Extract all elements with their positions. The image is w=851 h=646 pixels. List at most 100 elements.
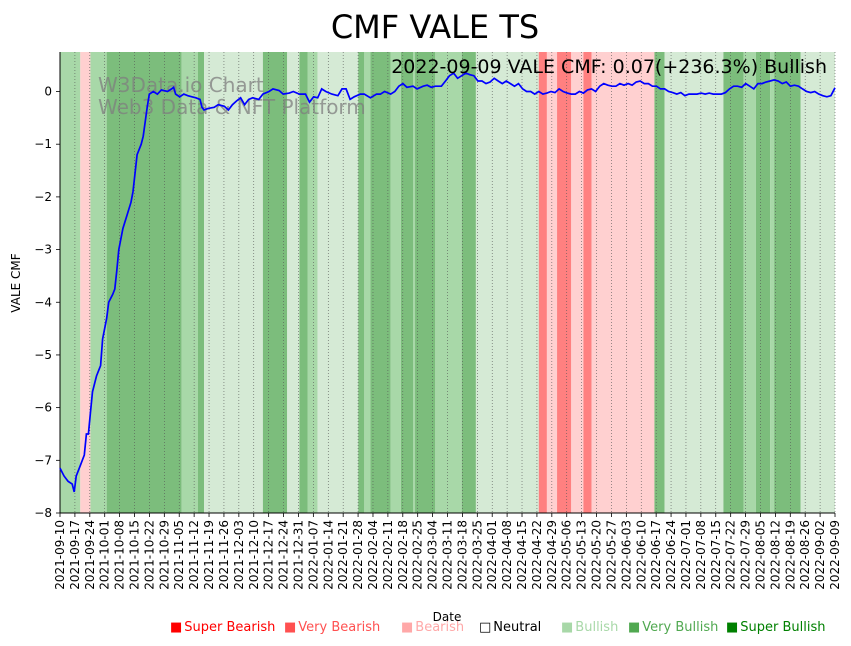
band-very-bullish-16 [400,52,414,513]
x-tick-label: 2021-09-17 [68,520,82,590]
x-tick-label: 2021-09-24 [83,520,97,590]
band-bullish-15 [390,52,401,513]
band-bullish-33 [770,52,775,513]
band-bullish-4 [181,52,198,513]
band-neutral-8 [287,52,300,513]
x-tick-label: 2021-11-19 [202,520,216,590]
band-neutral-11 [317,52,359,513]
legend: ■ Super Bearish ■ Very Bearish ■ Bearish □ N… [170,620,841,640]
legend-swatch-super-bearish: ■ [170,620,183,635]
x-axis-label: Date [433,610,462,624]
x-tick-label: 2021-10-29 [157,520,171,590]
x-tick-label: 2022-05-06 [560,520,574,590]
x-tick-label: 2022-02-18 [396,520,410,590]
x-tick-label: 2022-03-18 [455,520,469,590]
x-tick-label: 2022-04-01 [485,520,499,590]
legend-swatch-very-bearish: ■ [284,620,297,635]
legend-label-neutral: Neutral [493,620,542,635]
band-very-bullish-28 [654,52,665,513]
legend-item-super-bearish: ■ Super Bearish [170,620,275,635]
y-axis-label: VALE CMF [9,253,23,312]
x-tick-label: 2022-01-28 [351,520,365,590]
y-tick-label: −5 [34,348,52,362]
band-neutral-35 [800,52,835,513]
x-tick-label: 2021-10-08 [113,520,127,590]
band-very-bearish-26 [583,52,592,513]
legend-label-very-bullish: Very Bullish [642,620,719,635]
x-tick-label: 2021-12-03 [232,520,246,590]
band-very-bullish-12 [358,52,365,513]
x-tick-label: 2022-08-26 [798,520,812,590]
band-very-bullish-18 [415,52,436,513]
x-tick-label: 2021-09-10 [53,520,67,590]
legend-item-very-bearish: ■ Very Bearish [284,620,380,635]
x-tick-label: 2022-03-25 [470,520,484,590]
legend-label-super-bullish: Super Bullish [740,620,826,635]
legend-swatch-super-bullish: ■ [726,620,739,635]
x-tick-label: 2022-09-02 [813,520,827,590]
x-tick-label: 2022-03-04 [426,520,440,590]
y-tick-label: −8 [34,506,52,520]
band-very-bullish-7 [262,52,288,513]
x-tick-label: 2022-08-19 [783,520,797,590]
x-tick-label: 2022-02-04 [366,520,380,590]
x-tick-label: 2022-04-22 [530,520,544,590]
x-tick-label: 2022-02-25 [411,520,425,590]
x-tick-label: 2021-10-01 [98,520,112,590]
band-bullish-17 [413,52,416,513]
x-tick-label: 2022-09-09 [828,520,842,590]
x-tick-label: 2021-10-22 [142,520,156,590]
x-tick-label: 2021-11-12 [187,520,201,590]
x-tick-label: 2022-01-21 [336,520,350,590]
legend-swatch-bullish: ■ [561,620,574,635]
x-tick-label: 2022-01-07 [306,520,320,590]
y-tick-label: −3 [34,243,52,257]
signal-bands [60,52,835,513]
x-tick-label: 2022-04-29 [545,520,559,590]
x-tick-label: 2022-05-20 [590,520,604,590]
x-tick-label: 2021-12-17 [262,520,276,590]
x-tick-label: 2022-07-01 [679,520,693,590]
watermark-line-2: Web3 Data & NFT Platform [98,95,366,119]
x-tick-label: 2022-03-11 [441,520,455,590]
legend-item-bearish: ■ Bearish [401,620,464,635]
band-bullish-10 [307,52,318,513]
x-tick-label: 2021-11-05 [172,520,186,590]
band-bearish-25 [571,52,584,513]
x-tick-label: 2022-04-08 [500,520,514,590]
watermark-line-1: W3Data.io Chart [98,73,264,97]
band-very-bullish-30 [723,52,744,513]
legend-swatch-neutral: □ [479,620,492,635]
x-tick-label: 2022-02-11 [381,520,395,590]
band-bearish-1 [80,52,91,513]
band-very-bullish-34 [774,52,801,513]
band-neutral-6 [204,52,263,513]
band-very-bearish-22 [538,52,547,513]
x-tick-label: 2022-07-08 [694,520,708,590]
x-tick-label: 2022-06-24 [664,520,678,590]
x-tick-label: 2022-06-17 [649,520,663,590]
x-tick-label: 2022-06-03 [619,520,633,590]
legend-swatch-very-bullish: ■ [628,620,641,635]
x-tick-label: 2021-12-24 [277,520,291,590]
x-tick-label: 2022-07-22 [724,520,738,590]
x-tick-label: 2022-01-14 [321,520,335,590]
legend-label-bullish: Bullish [575,620,619,635]
band-very-bearish-24 [557,52,572,513]
y-tick-label: −4 [34,295,52,309]
x-tick-label: 2021-12-31 [291,520,305,590]
band-very-bullish-14 [370,52,391,513]
chart-title: CMF VALE TS [331,8,539,46]
band-bearish-23 [546,52,558,513]
legend-item-bullish: ■ Bullish [561,620,618,635]
legend-swatch-bearish: ■ [401,620,414,635]
band-bearish-27 [591,52,655,513]
legend-item-very-bullish: ■ Very Bullish [628,620,718,635]
legend-label-super-bearish: Super Bearish [184,620,276,635]
legend-item-neutral: □ Neutral [479,620,541,635]
legend-label-bearish: Bearish [415,620,465,635]
x-tick-label: 2022-07-29 [739,520,753,590]
band-very-bullish-20 [461,52,476,513]
band-bullish-19 [435,52,462,513]
